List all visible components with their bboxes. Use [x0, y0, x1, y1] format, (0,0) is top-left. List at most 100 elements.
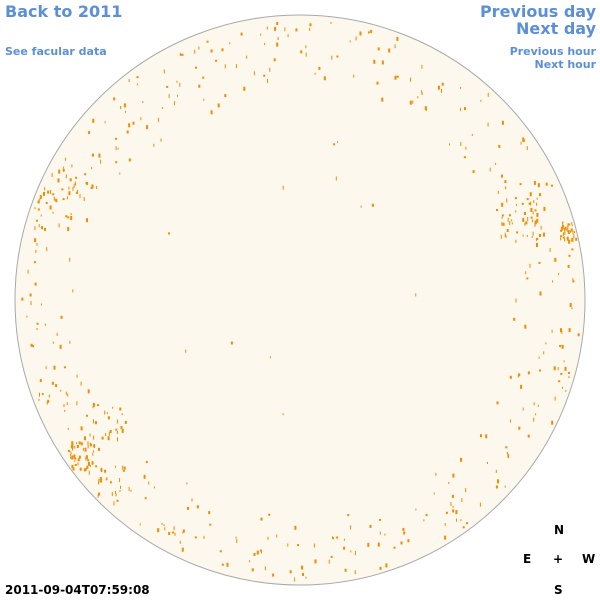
facula-mark — [230, 341, 233, 345]
facula-mark — [309, 23, 312, 27]
facula-mark — [84, 436, 86, 441]
facula-mark — [195, 66, 197, 69]
facula-mark — [52, 341, 54, 344]
facula-mark — [174, 101, 175, 106]
facula-mark — [568, 239, 571, 244]
facula-mark — [318, 66, 321, 70]
previous-hour-link[interactable]: Previous hour — [509, 45, 596, 58]
facula-mark — [53, 196, 55, 201]
facula-mark — [115, 491, 116, 494]
facula-mark — [121, 413, 123, 416]
facula-mark — [56, 332, 58, 336]
solar-disk-icon — [14, 14, 586, 586]
facula-mark — [560, 229, 562, 232]
facula-mark — [402, 527, 405, 531]
facula-mark — [527, 434, 530, 438]
facula-mark — [444, 535, 447, 540]
facula-mark — [44, 227, 46, 231]
facula-mark — [464, 107, 466, 111]
facula-mark — [187, 506, 189, 510]
facula-mark — [60, 389, 62, 392]
facula-mark — [415, 293, 417, 297]
facula-mark — [344, 568, 347, 572]
facula-mark — [564, 366, 567, 371]
facula-mark — [251, 568, 254, 572]
facula-mark — [64, 409, 66, 412]
facula-mark — [528, 202, 531, 205]
facula-mark — [536, 197, 538, 200]
next-hour-link[interactable]: Next hour — [534, 58, 597, 71]
previous-day-link[interactable]: Previous day — [479, 2, 596, 21]
facula-mark — [168, 532, 171, 535]
facula-mark — [34, 238, 37, 243]
facula-mark — [524, 212, 526, 215]
compass-south-label: S — [554, 583, 563, 597]
facula-mark — [105, 478, 107, 481]
facula-mark — [460, 457, 462, 462]
facula-mark — [537, 183, 540, 188]
compass-west-label: W — [582, 552, 596, 566]
facula-mark — [506, 229, 509, 232]
facula-mark — [72, 289, 74, 293]
facula-mark — [77, 462, 79, 466]
see-facular-data-link[interactable]: See facular data — [5, 45, 107, 58]
next-day-link[interactable]: Next day — [516, 19, 596, 38]
facula-mark — [396, 36, 399, 41]
facula-mark — [163, 69, 165, 74]
facula-mark — [51, 381, 54, 385]
facula-mark — [83, 468, 86, 472]
facula-mark — [314, 559, 317, 564]
facula-mark — [186, 482, 188, 485]
facula-mark — [571, 307, 573, 310]
facula-mark — [534, 209, 537, 212]
facula-mark — [568, 254, 571, 257]
facula-mark — [97, 404, 100, 407]
facula-mark — [511, 219, 513, 222]
facula-mark — [539, 193, 541, 197]
facula-mark — [543, 232, 545, 237]
crosshair-icon: + — [553, 552, 564, 566]
facula-mark — [367, 542, 370, 547]
facula-mark — [73, 454, 76, 459]
facula-mark — [294, 525, 297, 530]
facula-mark — [46, 401, 48, 405]
facula-mark — [96, 186, 98, 189]
facula-mark — [164, 527, 166, 531]
facula-mark — [27, 269, 29, 274]
facula-mark — [515, 298, 517, 303]
facula-mark — [534, 222, 536, 227]
facula-mark — [300, 50, 303, 54]
back-to-year-link[interactable]: Back to 2011 — [5, 2, 123, 21]
facula-mark — [564, 230, 566, 235]
facula-mark — [313, 543, 315, 548]
facula-mark — [336, 536, 339, 539]
facula-mark — [229, 42, 231, 45]
facula-mark — [276, 22, 279, 25]
facula-mark — [335, 176, 337, 181]
facula-mark — [562, 224, 563, 229]
facula-mark — [203, 98, 205, 101]
facula-mark — [36, 328, 38, 330]
facula-mark — [510, 419, 511, 423]
facula-mark — [536, 218, 539, 223]
facula-mark — [119, 172, 121, 175]
facula-mark — [63, 404, 65, 407]
facula-mark — [343, 538, 345, 541]
facula-mark — [518, 373, 521, 377]
facula-mark — [113, 501, 115, 506]
facula-mark — [117, 419, 119, 424]
facula-mark — [269, 67, 271, 72]
facula-mark — [517, 375, 519, 378]
facula-mark — [487, 122, 489, 127]
facula-mark — [569, 303, 572, 307]
facula-mark — [146, 125, 149, 130]
facula-mark — [47, 399, 50, 403]
facula-mark — [66, 196, 68, 200]
facula-mark — [153, 143, 155, 147]
facula-mark — [69, 257, 71, 262]
facula-mark — [485, 434, 488, 439]
facula-mark — [160, 138, 162, 142]
facula-mark — [267, 536, 269, 540]
facula-mark — [74, 457, 77, 460]
facula-mark — [562, 386, 563, 389]
